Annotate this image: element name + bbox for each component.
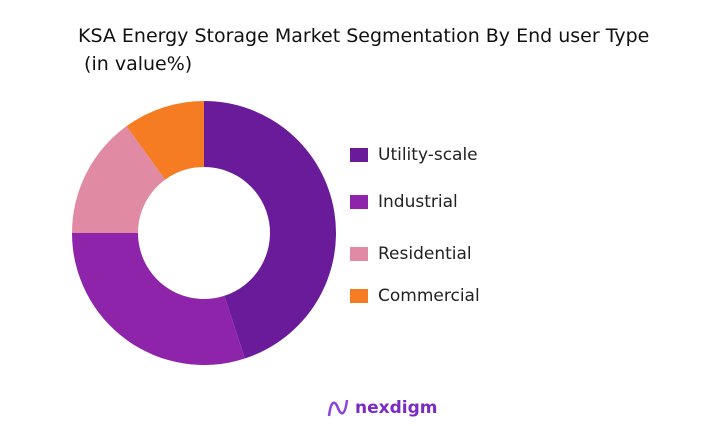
legend-swatch bbox=[350, 289, 368, 303]
legend-item: Industrial bbox=[350, 192, 458, 212]
legend-label: Industrial bbox=[378, 192, 458, 212]
slice-utility-scale bbox=[204, 101, 337, 359]
legend-swatch bbox=[350, 247, 368, 261]
chart-title: KSA Energy Storage Market Segmentation B… bbox=[78, 25, 650, 75]
legend-swatch bbox=[350, 148, 368, 162]
legend-label: Utility-scale bbox=[378, 145, 478, 165]
legend-item: Residential bbox=[350, 244, 472, 264]
slice-residential bbox=[72, 126, 166, 233]
slice-commercial bbox=[126, 101, 204, 180]
legend-swatch bbox=[350, 195, 368, 209]
legend-label: Residential bbox=[378, 244, 472, 264]
legend-item: Commercial bbox=[350, 286, 480, 306]
nexdigm-logo: nexdigm bbox=[327, 398, 437, 418]
legend-item: Utility-scale bbox=[350, 145, 478, 165]
nexdigm-logo-icon bbox=[327, 399, 349, 417]
legend-label: Commercial bbox=[378, 286, 480, 306]
slice-industrial bbox=[72, 233, 245, 366]
